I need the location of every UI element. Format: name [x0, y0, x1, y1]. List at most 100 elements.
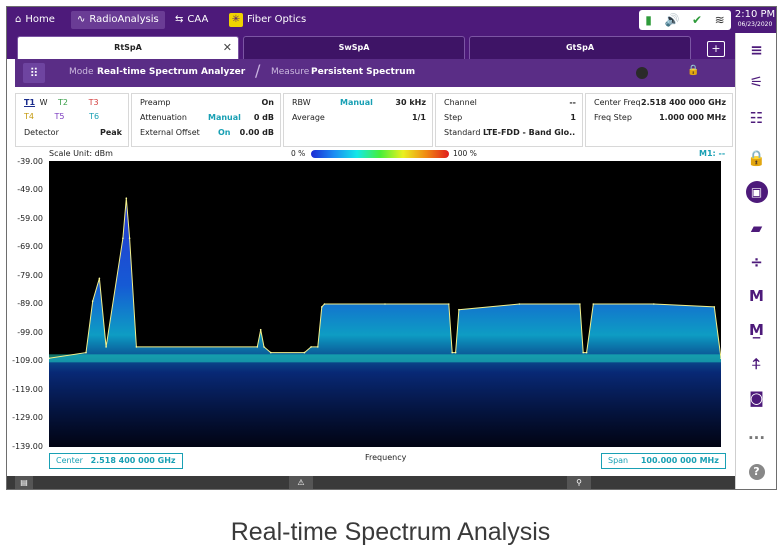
settings-sliders-icon[interactable]: ⚟: [749, 73, 764, 91]
spectrum-point: [451, 351, 454, 354]
pin-glyph: ⚲: [576, 478, 582, 487]
footer-bar: ▤ ⚠ ⚲: [7, 476, 735, 489]
spectrum-point: [582, 351, 584, 354]
folder-icon[interactable]: ▰: [750, 219, 763, 237]
right-toolbar: ≡ ⚟ ☷ 🔒 ▣ ▰ ÷ M M̲ ⍏ ◙ ··· ?: [735, 33, 776, 489]
wifi-icon[interactable]: ≋: [714, 13, 725, 27]
mode-value[interactable]: Real-time Spectrum Analyzer: [97, 67, 246, 77]
list-view-icon[interactable]: ☷: [749, 109, 764, 127]
rbw-label: RBW: [292, 98, 311, 107]
rbw-value: 30 kHz: [395, 98, 426, 107]
spectrum-point: [91, 300, 94, 302]
home-button[interactable]: ⌂ Home: [15, 11, 55, 29]
spectrum-point: [518, 303, 521, 305]
spectrum-point: [256, 346, 259, 348]
attenuation-value: 0 dB: [253, 113, 274, 122]
radio-analysis-button[interactable]: ∿ RadioAnalysis: [71, 11, 165, 29]
fiber-optics-icon: ✳: [229, 13, 243, 27]
system-status-tray: ▮ 🔊 ✔ ≋: [639, 10, 731, 30]
spectrum-point: [303, 351, 306, 354]
y-tick-label: -99.00: [17, 328, 43, 337]
fiber-optics-button[interactable]: ✳ Fiber Optics: [229, 11, 306, 29]
y-tick-label: -39.00: [17, 157, 43, 166]
lock-icon: 🔒: [687, 65, 700, 76]
volume-icon[interactable]: 🔊: [664, 13, 680, 27]
warning-icon[interactable]: ⚠: [289, 476, 313, 489]
add-tab-button[interactable]: +: [707, 41, 725, 57]
more-options-icon[interactable]: ···: [747, 429, 766, 447]
screenshot-icon[interactable]: ◙: [749, 389, 764, 407]
warning-glyph: ⚠: [297, 478, 305, 487]
channel-step-label: Step: [444, 113, 463, 122]
marker-readout: M1: --: [699, 149, 726, 158]
center-freq-box[interactable]: Center 2.518 400 000 GHz: [49, 453, 183, 469]
attenuation-mode: Manual: [208, 113, 241, 122]
channel-panel[interactable]: Channel -- Step 1 Standard LTE-FDD - Ban…: [435, 93, 583, 147]
y-tick-label: -89.00: [17, 299, 43, 308]
waveform-icon: ∿: [77, 14, 86, 25]
close-icon[interactable]: ✕: [222, 41, 232, 54]
tab-rtspa-label: RtSpA: [114, 43, 142, 52]
help-icon[interactable]: ?: [736, 461, 776, 480]
spectrum-point: [592, 303, 595, 305]
freq-step-value: 1.000 000 MHz: [659, 113, 726, 122]
apps-grid-icon[interactable]: ⠿: [23, 63, 45, 83]
bandwidth-panel[interactable]: RBW Manual 30 kHz Average 1/1: [283, 93, 433, 147]
span-value: 100.000 000 MHz: [640, 456, 719, 465]
trace-t2[interactable]: T2: [58, 98, 69, 107]
menu-icon[interactable]: ▤: [15, 476, 33, 489]
spectrum-point: [321, 306, 323, 308]
y-tick-label: -109.00: [12, 356, 43, 365]
tab-gtspa[interactable]: GtSpA: [469, 36, 691, 59]
frequency-panel[interactable]: Center Freq 2.518 400 000 GHz Freq Step …: [585, 93, 733, 147]
fiber-optics-label: Fiber Optics: [247, 14, 307, 25]
spectrum-point: [310, 346, 312, 348]
amplitude-panel[interactable]: Preamp On Attenuation Manual 0 dB Extern…: [131, 93, 281, 147]
measure-value[interactable]: Persistent Spectrum: [311, 67, 416, 77]
app-window: ⌂ Home ∿ RadioAnalysis ⇆ CAA ✳ Fiber Optics …: [6, 6, 777, 490]
caa-label: CAA: [187, 14, 209, 25]
separator: /: [255, 61, 261, 80]
channel-step-value: 1: [570, 113, 576, 122]
y-tick-label: -139.00: [12, 442, 43, 451]
spectrum-point: [384, 303, 386, 305]
span-box[interactable]: Span 100.000 000 MHz: [601, 453, 726, 469]
radio-analysis-label: RadioAnalysis: [89, 14, 159, 25]
tab-rtspa[interactable]: RtSpA ✕: [17, 36, 239, 59]
spectrum-plot[interactable]: [48, 161, 722, 447]
caa-button[interactable]: ⇆ CAA: [175, 11, 208, 29]
channel-value: --: [569, 98, 576, 107]
spectrum-point: [454, 351, 457, 354]
spectrum-point: [128, 237, 131, 239]
caa-icon: ⇆: [175, 14, 184, 25]
spectrum-point: [98, 277, 101, 280]
split-screen-icon[interactable]: ÷: [750, 253, 763, 271]
spectrum-point: [263, 346, 265, 348]
trace-t4[interactable]: T4: [24, 112, 34, 121]
marker-table-icon[interactable]: M̲: [749, 321, 764, 339]
trace-t6[interactable]: T6: [89, 112, 100, 121]
spectrum-point: [105, 346, 107, 348]
trace-t1[interactable]: T1: [24, 98, 36, 107]
peak-search-icon[interactable]: ⍏: [751, 355, 761, 373]
mode-bar: ⠿ Mode Real-time Spectrum Analyzer / Mea…: [15, 59, 735, 87]
external-offset-mode: On: [218, 128, 231, 137]
spectrum-point: [48, 357, 50, 360]
location-pin-icon[interactable]: ⚲: [567, 476, 591, 489]
hamburger-menu-icon[interactable]: ≡: [750, 41, 763, 59]
menu-glyph: ▤: [20, 478, 28, 487]
trace-t3[interactable]: T3: [88, 98, 99, 107]
trace-panel[interactable]: T1 W T2 T3 T4 T5 T6 Detector Peak: [15, 93, 129, 147]
spectrum-point: [270, 351, 272, 354]
marker-icon[interactable]: M: [749, 287, 764, 305]
figure-caption: Real-time Spectrum Analysis: [230, 518, 551, 546]
tab-swspa[interactable]: SwSpA: [243, 36, 465, 59]
spectrum-point: [85, 351, 87, 354]
battery-icon[interactable]: ▮: [645, 13, 652, 27]
gradient-min-label: 0 %: [291, 149, 306, 158]
lock-icon[interactable]: 🔒: [747, 149, 766, 167]
save-icon[interactable]: ▣: [736, 181, 776, 203]
trace-t5[interactable]: T5: [54, 112, 65, 121]
persistence-area: [49, 198, 721, 447]
record-indicator-icon: [636, 67, 648, 79]
